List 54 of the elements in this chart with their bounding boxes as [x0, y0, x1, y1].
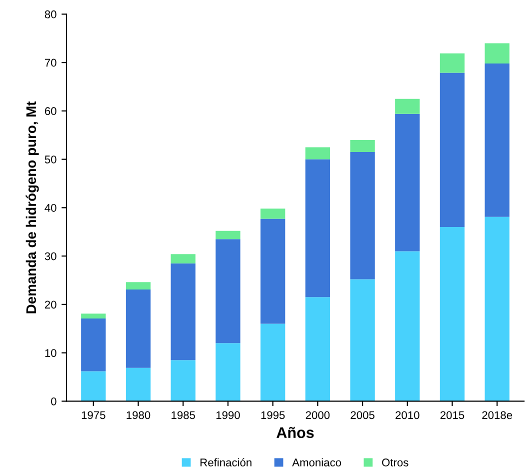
x-tick-label: 1985 [172, 411, 196, 420]
legend-label: Amoniaco [292, 458, 342, 466]
x-tick-label: 2000 [306, 411, 330, 420]
y-tick-label: 40 [44, 204, 56, 212]
bar [170, 254, 196, 264]
y-axis-title: Demanda de hidrógeno puro, Mt [26, 101, 39, 314]
bar [260, 218, 286, 324]
y-tick-label: 60 [44, 107, 56, 116]
x-tick-label: 1980 [126, 411, 150, 420]
bar [216, 230, 240, 240]
bar [440, 53, 465, 73]
y-tick-label: 0 [51, 397, 56, 406]
y-tick-label: 70 [44, 58, 56, 67]
bar [260, 208, 286, 219]
x-tick-label: 1975 [82, 411, 106, 420]
legend-label: Otros [382, 458, 408, 466]
bar [126, 282, 151, 290]
bar [484, 64, 510, 217]
bar [305, 147, 330, 160]
x-tick-label: 2005 [350, 411, 374, 420]
bar [170, 360, 196, 402]
legend-label: Refinación [200, 458, 252, 466]
y-tick-label: 30 [44, 252, 56, 260]
y-tick-label: 80 [44, 10, 56, 18]
x-axis-title: Años [276, 426, 314, 438]
bar [260, 324, 286, 402]
bar [305, 159, 330, 298]
bar [81, 318, 106, 372]
y-tick-label: 10 [45, 349, 56, 357]
bar [126, 289, 151, 368]
bar [126, 368, 151, 402]
bar [216, 239, 240, 344]
bar [395, 114, 420, 252]
y-tick-label: 50 [44, 156, 56, 164]
bar [305, 297, 330, 402]
x-tick-label: 1995 [261, 411, 285, 420]
bar [440, 227, 465, 402]
x-tick-label: 2010 [396, 411, 420, 420]
bar [395, 251, 420, 402]
bar [81, 371, 106, 402]
bar [484, 43, 510, 64]
bar [350, 152, 375, 280]
x-tick-label: 1990 [216, 411, 240, 420]
y-tick-label: 20 [44, 300, 56, 309]
bar [216, 343, 240, 402]
bar [350, 279, 375, 402]
bar [440, 72, 465, 228]
x-tick-label: 2018e [482, 411, 512, 420]
bar [81, 314, 106, 318]
x-tick-label: 2015 [440, 411, 464, 420]
bar [170, 263, 196, 360]
bar [350, 140, 375, 152]
bar [395, 98, 420, 114]
bar [484, 216, 510, 402]
